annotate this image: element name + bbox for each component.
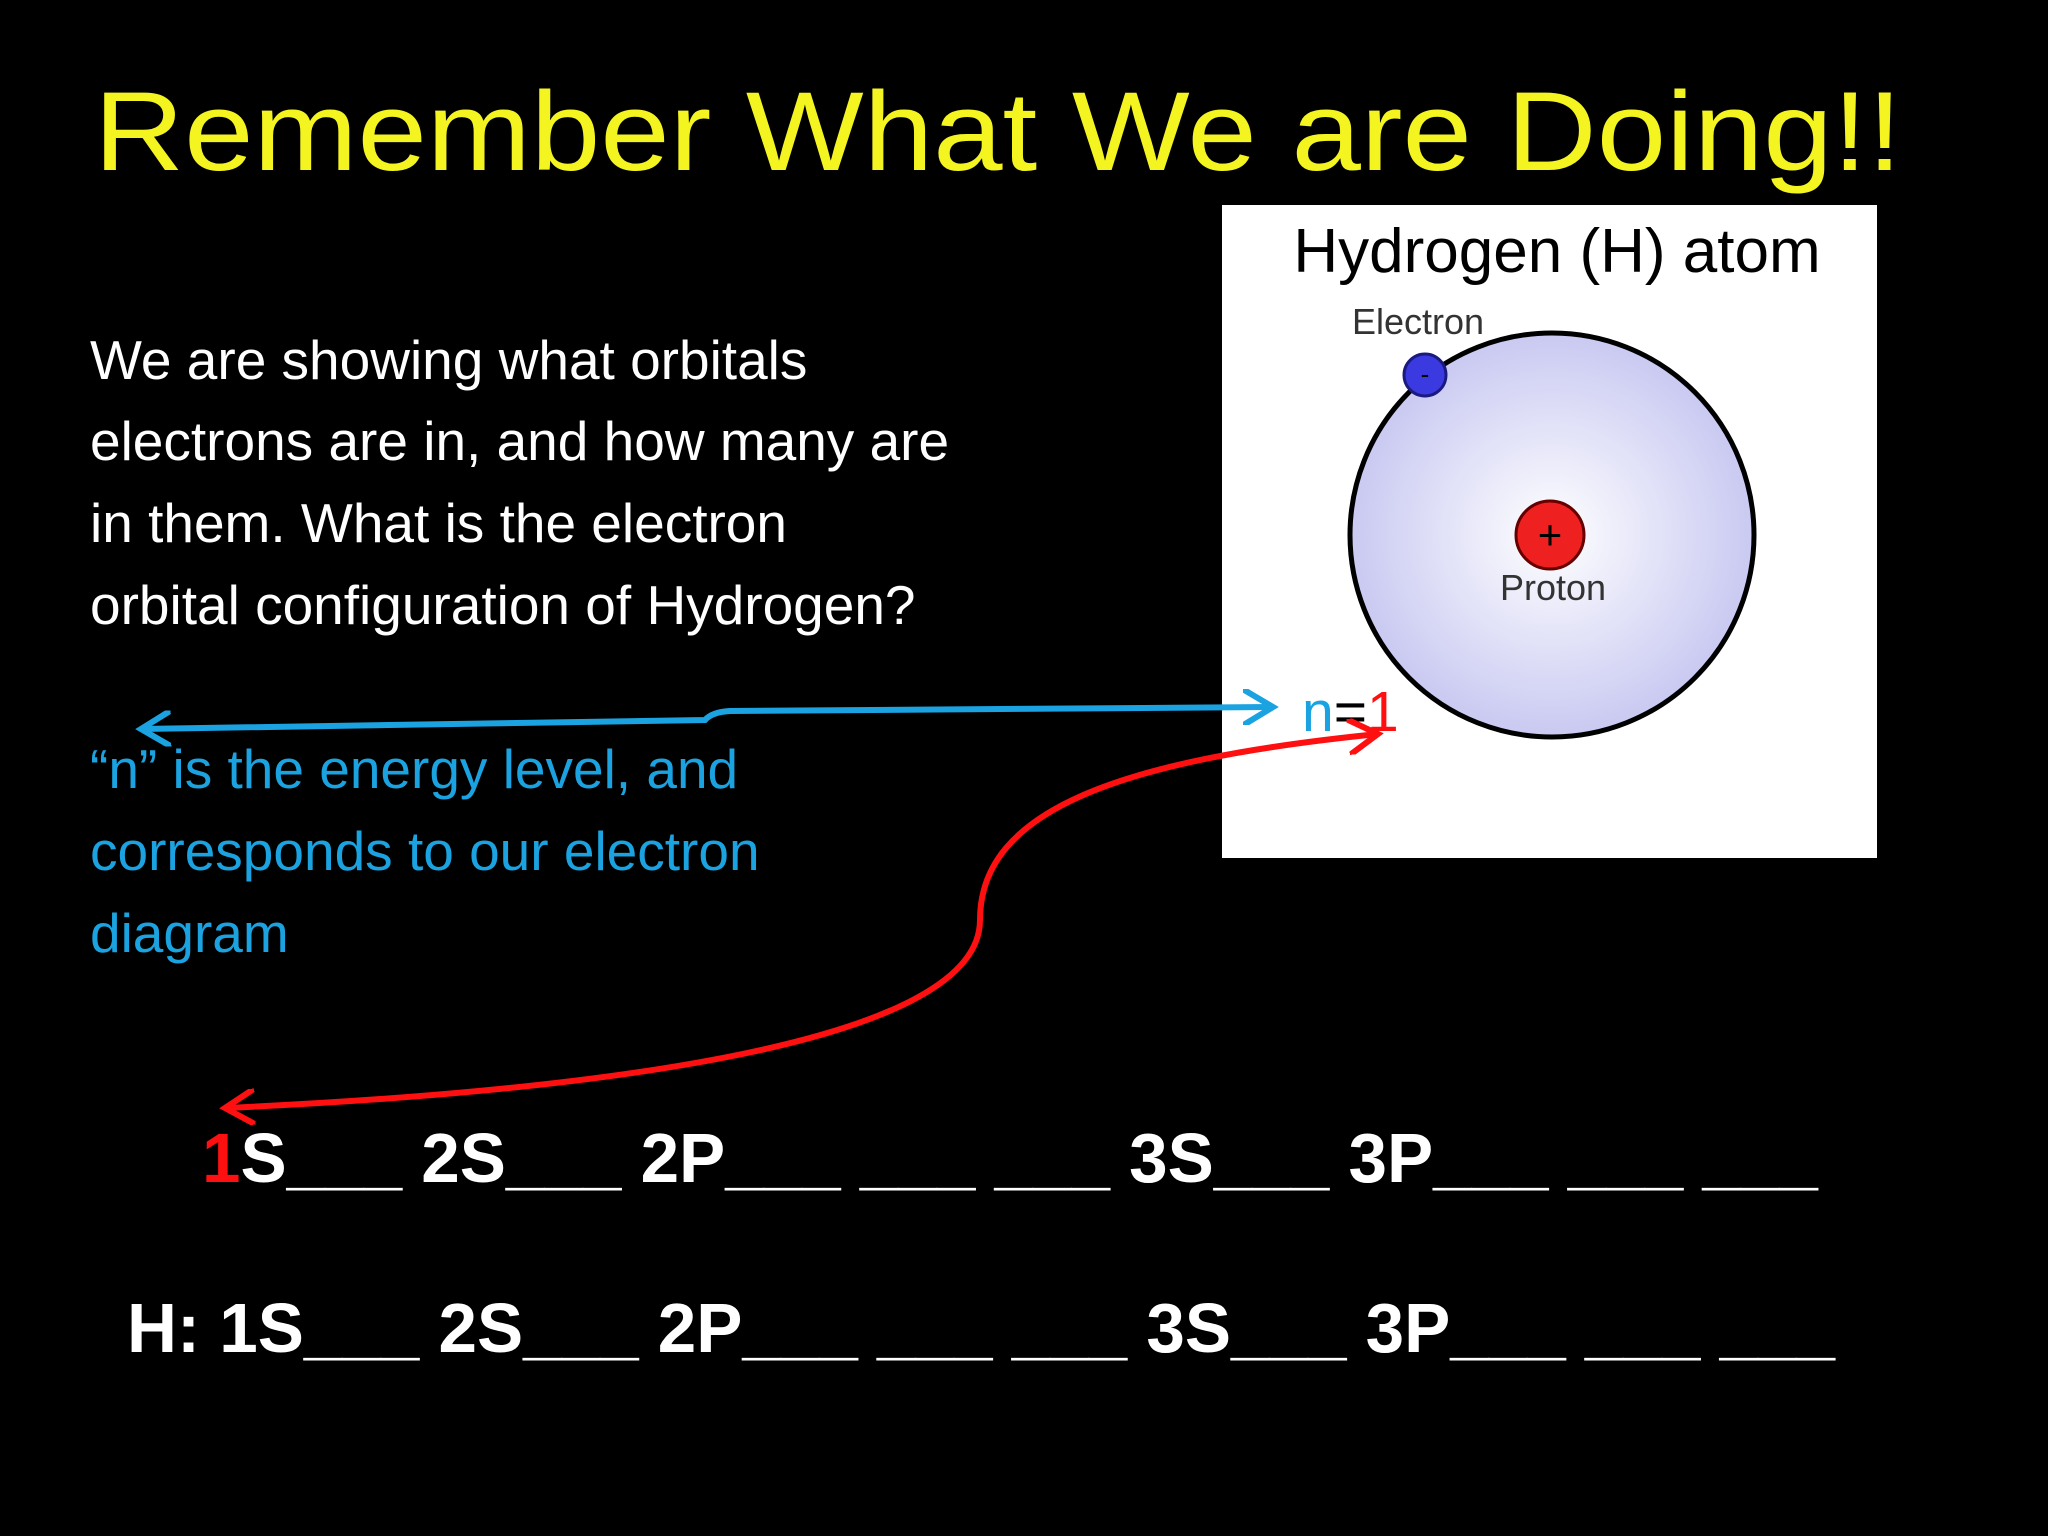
body-line: electrons are in, and how many are	[90, 410, 949, 472]
electron-sign: -	[1421, 359, 1430, 389]
body-line: We are showing what orbitals	[90, 329, 807, 391]
red-arrow	[225, 734, 1378, 1108]
body-line: in them. What is the electron	[90, 492, 787, 554]
note-line: diagram	[90, 902, 289, 964]
figure-title: Hydrogen (H) atom	[1293, 217, 1820, 286]
highlight-digit: 1	[202, 1119, 240, 1197]
proton	[1514, 499, 1586, 571]
proton-sign: +	[1538, 511, 1563, 558]
slide-title: Remember What We are Doing!!	[94, 69, 1902, 194]
body-line: orbital configuration of Hydrogen?	[90, 574, 916, 636]
atom-figure: Hydrogen (H) atom Electron - + Proton n=…	[1222, 205, 1877, 858]
note-line: corresponds to our electron	[90, 820, 760, 882]
orbital-row: 1S___ 2S___ 2P___ ___ ___ 3S___ 3P___ __…	[202, 1119, 1819, 1197]
electron	[1402, 352, 1448, 398]
n-symbol: n	[1302, 680, 1334, 744]
electron-label: Electron	[1352, 301, 1484, 342]
note-line: “n” is the energy level, and	[90, 738, 738, 800]
body-text: We are showing what orbitals electrons a…	[90, 329, 949, 636]
proton-label: Proton	[1500, 567, 1606, 608]
orbital-row-rest: S___ 2S___ 2P___ ___ ___ 3S___ 3P___ ___…	[240, 1119, 1819, 1197]
hydrogen-row: H: 1S___ 2S___ 2P___ ___ ___ 3S___ 3P___…	[127, 1289, 1836, 1367]
